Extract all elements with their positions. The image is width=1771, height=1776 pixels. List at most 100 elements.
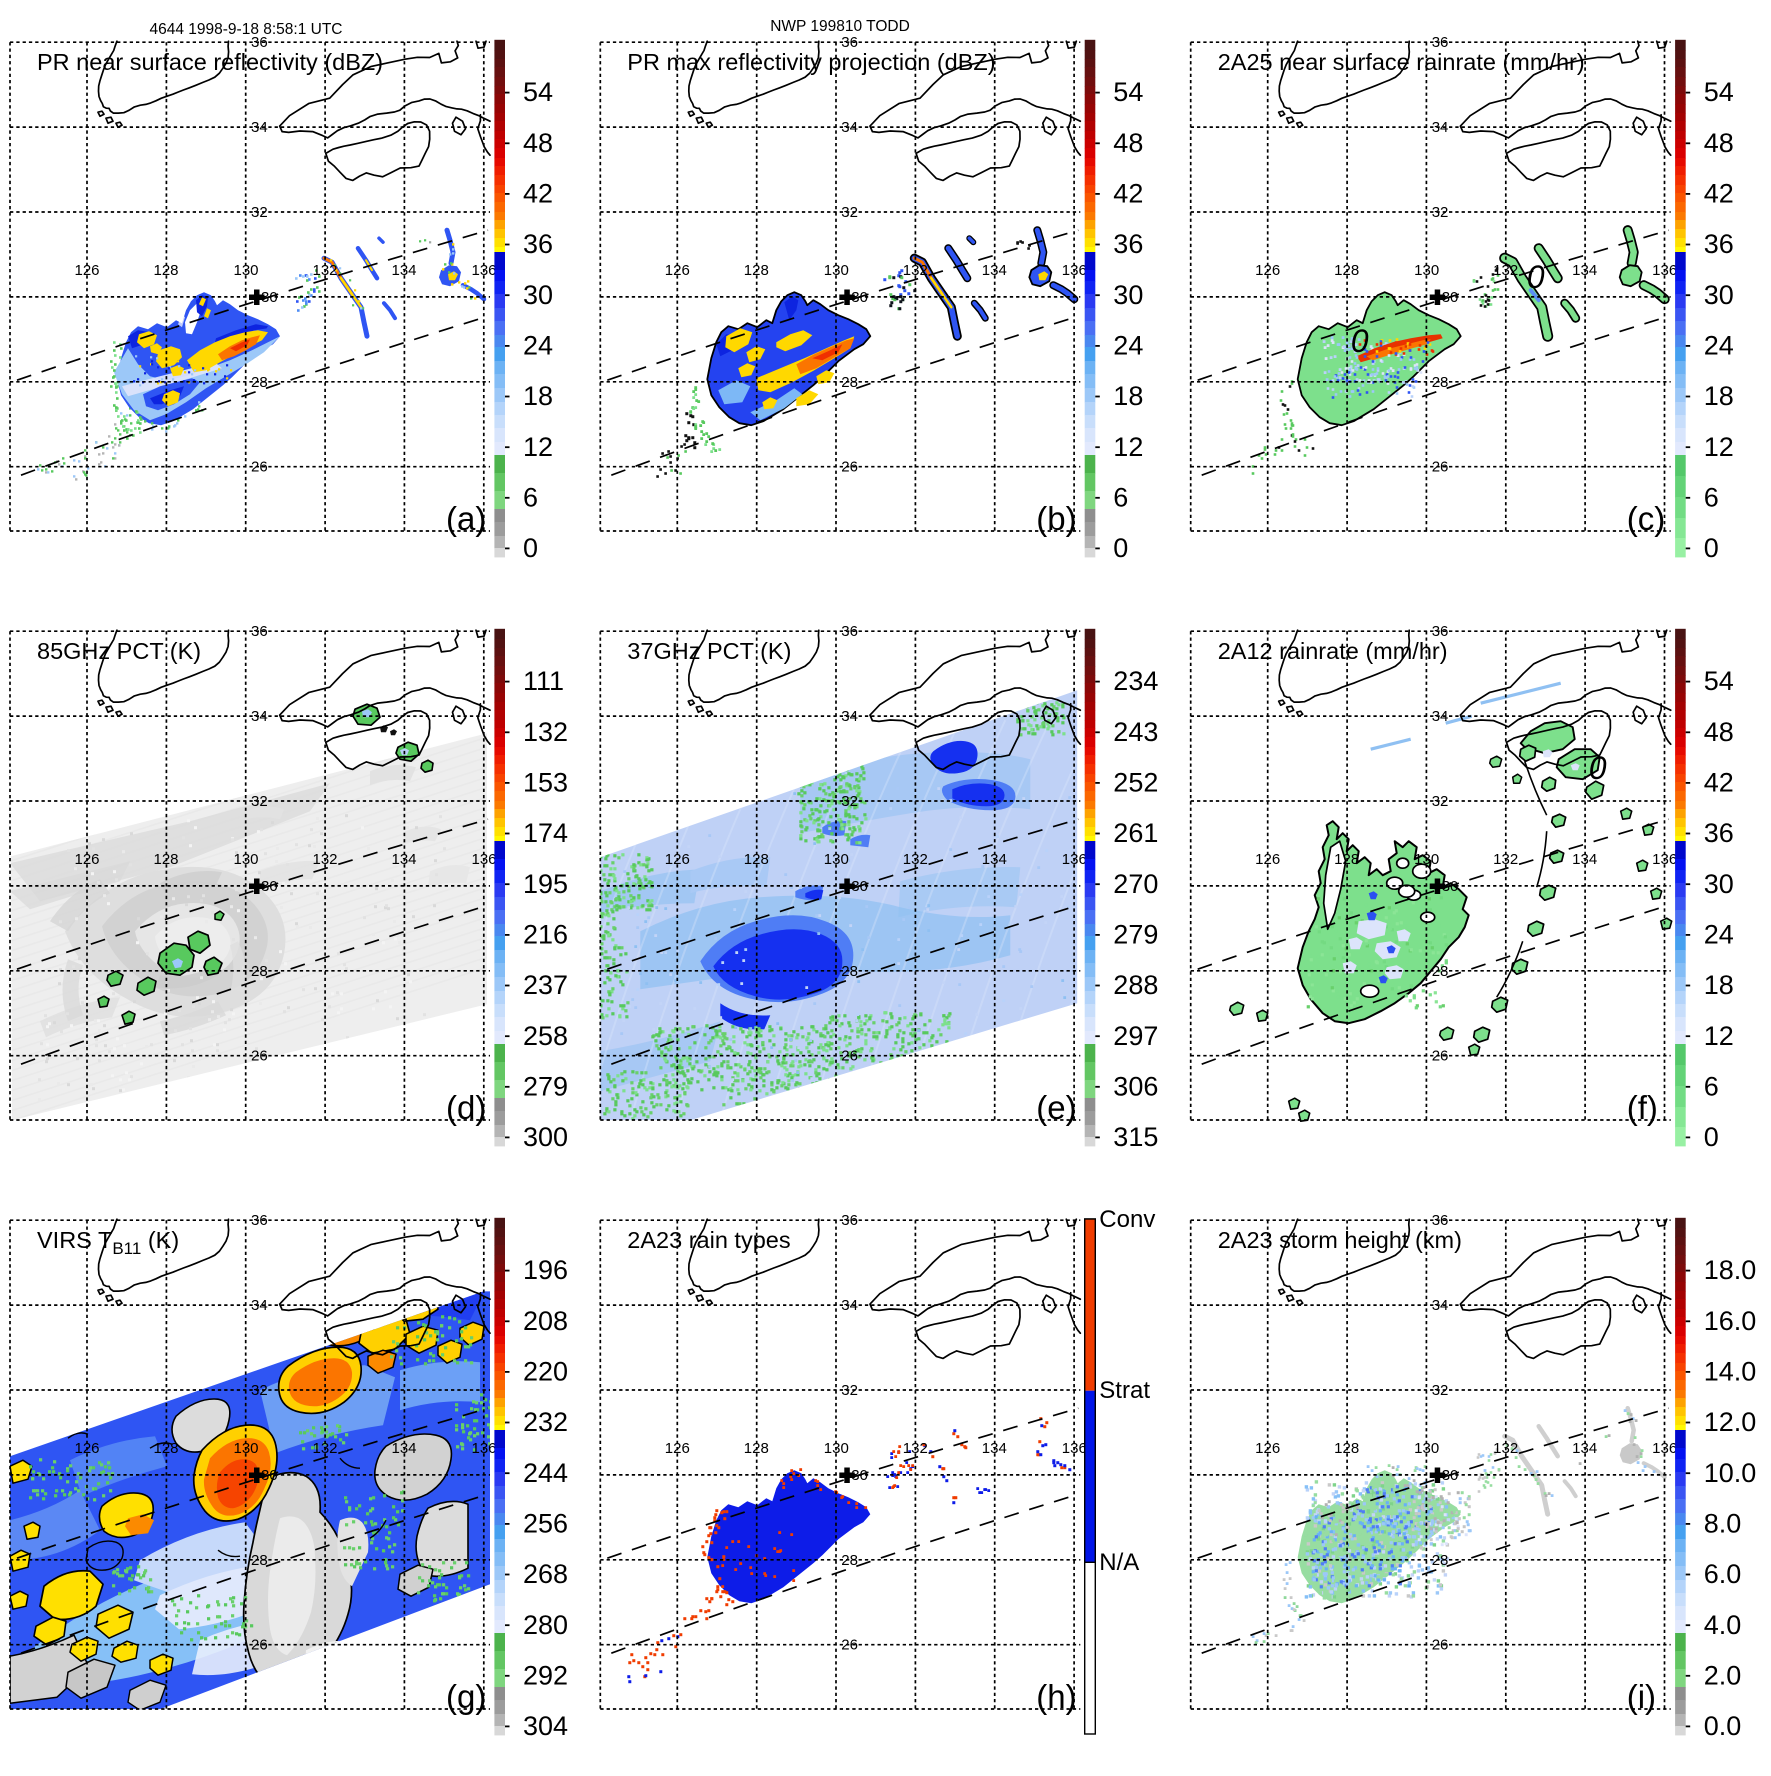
svg-text:36: 36 (1432, 1212, 1449, 1229)
svg-text:12.0: 12.0 (1704, 1407, 1757, 1437)
svg-text:(d): (d) (446, 1089, 486, 1126)
svg-text:132: 132 (312, 262, 337, 279)
svg-text:128: 128 (744, 851, 769, 868)
svg-text:126: 126 (1255, 262, 1280, 279)
svg-text:2.0: 2.0 (1704, 1660, 1742, 1690)
svg-text:30: 30 (1442, 1467, 1459, 1484)
svg-text:28: 28 (1432, 1552, 1449, 1569)
svg-text:34: 34 (841, 708, 858, 725)
svg-text:42: 42 (1704, 179, 1734, 209)
svg-text:(e): (e) (1036, 1089, 1076, 1126)
svg-text:268: 268 (523, 1559, 568, 1589)
svg-text:36: 36 (1432, 34, 1449, 51)
svg-text:42: 42 (523, 179, 553, 209)
svg-text:134: 134 (982, 851, 1007, 868)
svg-text:18: 18 (1704, 381, 1734, 411)
svg-text:48: 48 (1704, 717, 1734, 747)
svg-text:18: 18 (1704, 970, 1734, 1000)
svg-text:216: 216 (523, 919, 568, 949)
svg-text:18.0: 18.0 (1704, 1255, 1757, 1285)
svg-text:195: 195 (523, 869, 568, 899)
svg-text:4.0: 4.0 (1704, 1610, 1742, 1640)
svg-text:30: 30 (1442, 878, 1459, 895)
svg-text:30: 30 (851, 1467, 868, 1484)
svg-text:PR near surface reflectivity (: PR near surface reflectivity (dBZ) (37, 49, 383, 75)
svg-text:126: 126 (74, 262, 99, 279)
svg-text:30: 30 (1704, 869, 1734, 899)
svg-text:130: 130 (1414, 851, 1439, 868)
svg-text:0: 0 (523, 533, 538, 563)
svg-text:10.0: 10.0 (1704, 1458, 1757, 1488)
svg-text:36: 36 (251, 1212, 268, 1229)
svg-text:134: 134 (1572, 262, 1597, 279)
svg-text:24: 24 (1704, 330, 1734, 360)
svg-text:130: 130 (824, 262, 849, 279)
svg-text:136: 136 (1062, 262, 1087, 279)
svg-text:30: 30 (851, 878, 868, 895)
svg-text:132: 132 (1493, 262, 1518, 279)
svg-text:130: 130 (233, 851, 258, 868)
svg-text:12: 12 (1704, 432, 1734, 462)
svg-text:279: 279 (1113, 919, 1158, 949)
svg-text:26: 26 (841, 1048, 858, 1065)
svg-text:128: 128 (1334, 1440, 1359, 1457)
svg-text:NWP 199810 TODD: NWP 199810 TODD (770, 18, 910, 35)
svg-text:220: 220 (523, 1357, 568, 1387)
svg-text:128: 128 (744, 1440, 769, 1457)
svg-text:252: 252 (1113, 768, 1158, 798)
svg-text:126: 126 (74, 851, 99, 868)
svg-text:28: 28 (1432, 374, 1449, 391)
svg-text:30: 30 (261, 878, 278, 895)
svg-text:0: 0 (1351, 323, 1369, 359)
svg-text:6: 6 (1704, 482, 1719, 512)
svg-text:32: 32 (1432, 1382, 1449, 1399)
svg-text:111: 111 (523, 666, 564, 696)
svg-text:12: 12 (1704, 1021, 1734, 1051)
svg-text:32: 32 (1432, 793, 1449, 810)
svg-text:36: 36 (251, 34, 268, 51)
svg-text:54: 54 (1704, 77, 1734, 107)
svg-text:30: 30 (261, 1467, 278, 1484)
svg-text:258: 258 (523, 1021, 568, 1051)
svg-text:34: 34 (841, 119, 858, 136)
svg-text:28: 28 (251, 1552, 268, 1569)
svg-text:128: 128 (153, 851, 178, 868)
svg-text:Conv: Conv (1099, 1206, 1155, 1233)
svg-text:279: 279 (523, 1071, 568, 1101)
svg-text:234: 234 (1113, 666, 1158, 696)
svg-text:26: 26 (251, 1637, 268, 1654)
svg-text:128: 128 (1334, 262, 1359, 279)
svg-text:18: 18 (1113, 381, 1143, 411)
svg-text:128: 128 (744, 262, 769, 279)
svg-text:134: 134 (1572, 851, 1597, 868)
svg-text:(b): (b) (1036, 500, 1076, 537)
svg-text:8.0: 8.0 (1704, 1508, 1742, 1538)
svg-text:18: 18 (523, 381, 553, 411)
svg-text:126: 126 (1255, 1440, 1280, 1457)
svg-text:132: 132 (903, 262, 928, 279)
svg-text:6.0: 6.0 (1704, 1559, 1742, 1589)
svg-text:36: 36 (841, 623, 858, 640)
svg-text:12: 12 (523, 432, 553, 462)
svg-text:136: 136 (471, 262, 496, 279)
svg-text:2A12 rainrate (mm/hr): 2A12 rainrate (mm/hr) (1218, 638, 1448, 664)
svg-text:30: 30 (523, 280, 553, 310)
svg-text:37GHz PCT (K): 37GHz PCT (K) (627, 638, 791, 664)
svg-text:36: 36 (1704, 818, 1734, 848)
svg-text:(h): (h) (1036, 1678, 1076, 1715)
svg-text:130: 130 (824, 851, 849, 868)
svg-text:0: 0 (1589, 750, 1607, 786)
svg-text:244: 244 (523, 1458, 568, 1488)
svg-text:32: 32 (1432, 204, 1449, 221)
svg-text:(f): (f) (1627, 1089, 1658, 1126)
svg-text:32: 32 (841, 793, 858, 810)
svg-text:0: 0 (1113, 533, 1128, 563)
svg-text:306: 306 (1113, 1071, 1158, 1101)
svg-text:(a): (a) (446, 500, 486, 537)
svg-text:54: 54 (523, 77, 553, 107)
svg-text:134: 134 (982, 1440, 1007, 1457)
svg-text:297: 297 (1113, 1021, 1158, 1051)
svg-text:153: 153 (523, 768, 568, 798)
svg-text:280: 280 (523, 1610, 568, 1640)
svg-text:34: 34 (251, 119, 268, 136)
